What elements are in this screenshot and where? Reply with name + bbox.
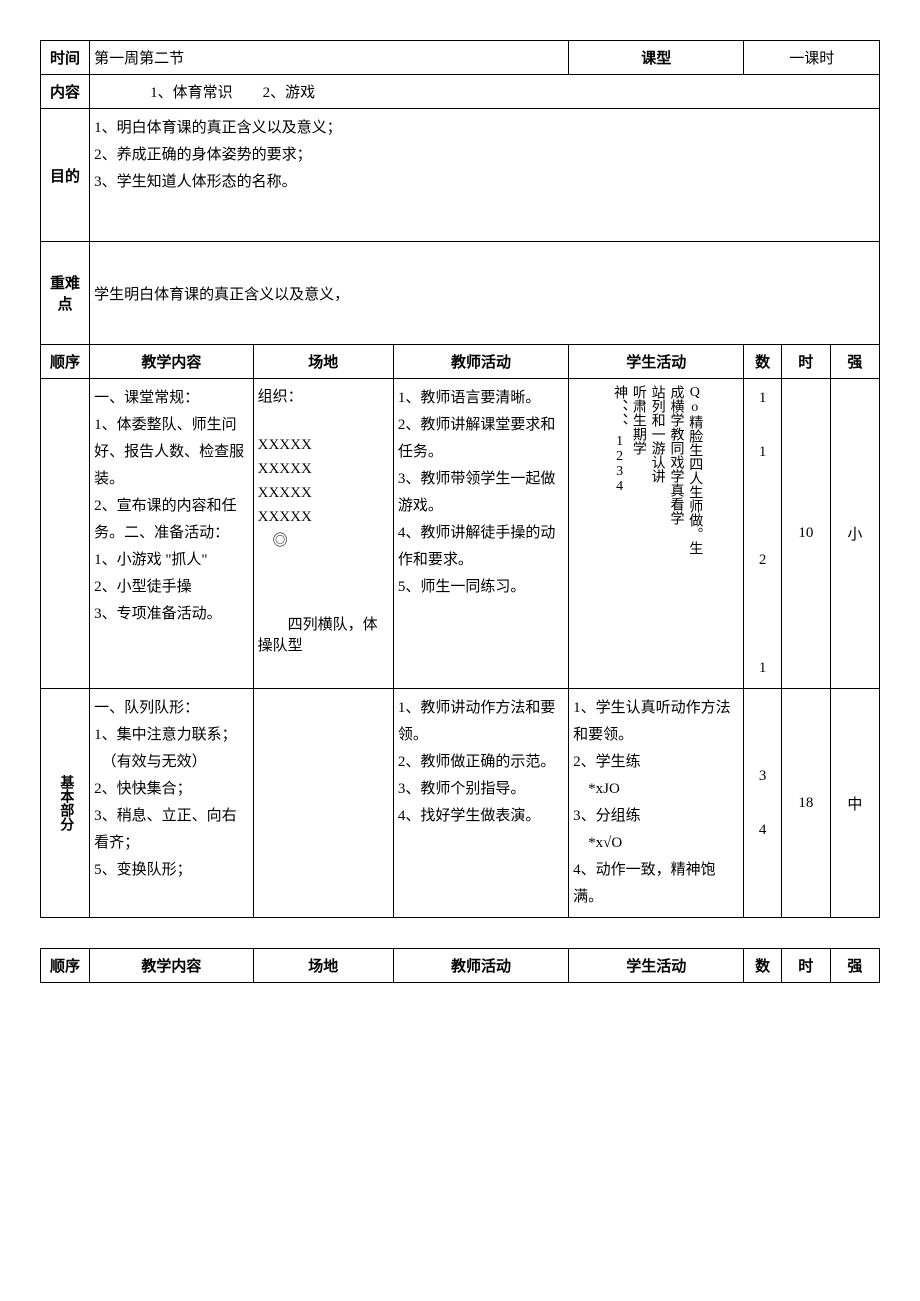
student-vertical-text: 站列和一游认讲 xyxy=(648,385,665,483)
class-type-value: 一课时 xyxy=(744,41,880,75)
col-seq: 顺序 xyxy=(41,345,90,379)
row2-intensity: 中 xyxy=(830,689,879,918)
difficulty-value: 学生明白体育课的真正含义以及意义， xyxy=(90,242,880,345)
venue-note: 四列横队，体操队型 xyxy=(258,613,389,655)
col-num-2: 数 xyxy=(744,949,781,983)
table-row: 一、课堂常规： 1、体委整队、师生问好、报告人数、检查服装。 2、宣布课的内容和… xyxy=(41,379,880,689)
row1-content: 一、课堂常规： 1、体委整队、师生问好、报告人数、检查服装。 2、宣布课的内容和… xyxy=(90,379,254,689)
col-seq-2: 顺序 xyxy=(41,949,90,983)
col-content-2: 教学内容 xyxy=(90,949,254,983)
difficulty-row: 重难点 学生明白体育课的真正含义以及意义， xyxy=(41,242,880,345)
row2-teacher: 1、教师讲动作方法和要领。 2、教师做正确的示范。 3、教师个别指导。 4、找好… xyxy=(393,689,568,918)
goal-value: 1、明白体育课的真正含义以及意义； 2、养成正确的身体姿势的要求； 3、学生知道… xyxy=(90,109,880,242)
row1-intensity: 小 xyxy=(830,379,879,689)
row2-seq-text: 基本部分 xyxy=(57,775,74,831)
class-type-label: 课型 xyxy=(569,41,744,75)
venue-formation: 组织： XXXXX XXXXX XXXXX XXXXX ◎ xyxy=(258,385,389,553)
content-row: 内容 1、体育常识 2、游戏 xyxy=(41,75,880,109)
time-label: 时间 xyxy=(41,41,90,75)
row2-time: 18 xyxy=(781,689,830,918)
row1-venue: 组织： XXXXX XXXXX XXXXX XXXXX ◎ 四列横队，体操队型 xyxy=(253,379,393,689)
row1-seq xyxy=(41,379,90,689)
table-row: 基本部分 一、队列队形： 1、集中注意力联系； （有效与无效） 2、快快集合； … xyxy=(41,689,880,918)
row1-student: 神、、、、1234听肃生期学站列和一游认讲成横学教同戏学真看学Qo精脸生四人生师… xyxy=(569,379,744,689)
student-vertical-text: Qo精脸生四人生师做。生 xyxy=(685,385,702,555)
col-content: 教学内容 xyxy=(90,345,254,379)
row1-teacher: 1、教师语言要清晰。 2、教师讲解课堂要求和任务。 3、教师带领学生一起做游戏。… xyxy=(393,379,568,689)
row1-time: 10 xyxy=(781,379,830,689)
student-vertical-text: 成横学教同戏学真看学 xyxy=(667,385,684,525)
column-header-row-2: 顺序 教学内容 场地 教师活动 学生活动 数 时 强 xyxy=(41,949,880,983)
time-value: 第一周第二节 xyxy=(90,41,569,75)
difficulty-label: 重难点 xyxy=(41,242,90,345)
row2-seq: 基本部分 xyxy=(41,689,90,918)
row2-content: 一、队列队形： 1、集中注意力联系； （有效与无效） 2、快快集合； 3、稍息、… xyxy=(90,689,254,918)
col-venue: 场地 xyxy=(253,345,393,379)
content-value: 1、体育常识 2、游戏 xyxy=(90,75,880,109)
goal-row: 目的 1、明白体育课的真正含义以及意义； 2、养成正确的身体姿势的要求； 3、学… xyxy=(41,109,880,242)
row1-num: 1 1 2 1 xyxy=(744,379,781,689)
col-num: 数 xyxy=(744,345,781,379)
student-vertical-text: 听肃生期学 xyxy=(629,385,646,455)
col-student-2: 学生活动 xyxy=(569,949,744,983)
row2-num: 3 4 xyxy=(744,689,781,918)
col-time-2: 时 xyxy=(781,949,830,983)
col-teacher: 教师活动 xyxy=(393,345,568,379)
content-label: 内容 xyxy=(41,75,90,109)
column-header-row: 顺序 教学内容 场地 教师活动 学生活动 数 时 强 xyxy=(41,345,880,379)
lesson-plan-table: 时间 第一周第二节 课型 一课时 内容 1、体育常识 2、游戏 目的 1、明白体… xyxy=(40,40,880,918)
col-venue-2: 场地 xyxy=(253,949,393,983)
goal-label: 目的 xyxy=(41,109,90,242)
col-intensity: 强 xyxy=(830,345,879,379)
row2-student: 1、学生认真听动作方法和要领。 2、学生练 *xJO 3、分组练 *x√O 4、… xyxy=(569,689,744,918)
second-header-table: 顺序 教学内容 场地 教师活动 学生活动 数 时 强 xyxy=(40,948,880,983)
col-time: 时 xyxy=(781,345,830,379)
col-student: 学生活动 xyxy=(569,345,744,379)
time-row: 时间 第一周第二节 课型 一课时 xyxy=(41,41,880,75)
student-vertical-text: 神、、、、1234 xyxy=(610,385,627,494)
col-teacher-2: 教师活动 xyxy=(393,949,568,983)
col-intensity-2: 强 xyxy=(830,949,879,983)
row2-venue xyxy=(253,689,393,918)
